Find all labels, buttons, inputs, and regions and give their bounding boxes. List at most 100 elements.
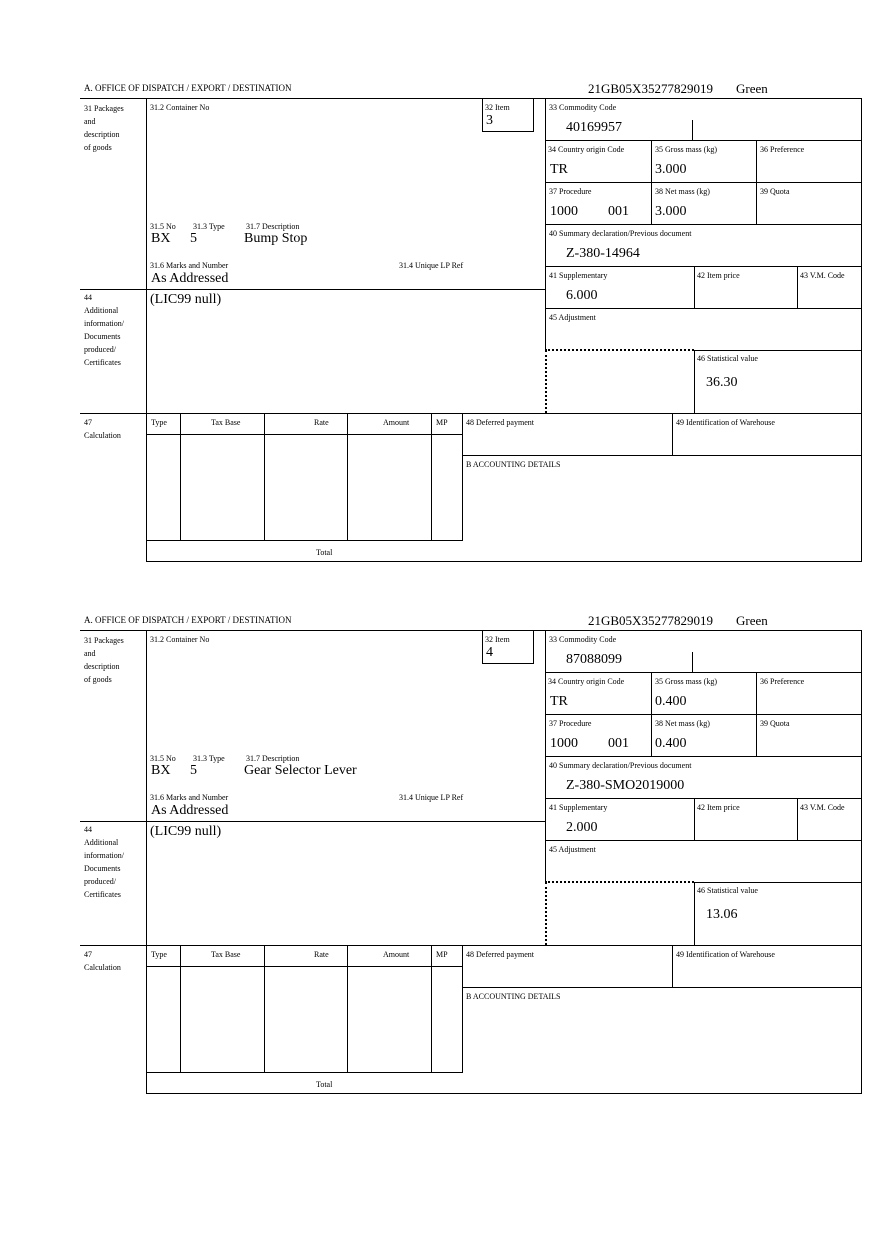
accounting-details-label: B ACCOUNTING DETAILS [466,992,561,1001]
rule-line [545,140,862,141]
net-mass: 3.000 [655,204,687,219]
net-mass-label: 38 Net mass (kg) [655,719,710,728]
package-type: 5 [190,231,197,246]
rule-line [672,413,673,456]
additional-label: 44 [84,293,92,302]
supplementary-units: 6.000 [566,288,598,303]
adjustment-label: 45 Adjustment [549,313,596,322]
item-label: 32 Item [485,635,510,644]
rule-line [545,840,862,841]
commodity-code: 87088099 [566,652,622,667]
procedure-additional: 001 [608,204,629,219]
item-price-label: 42 Item price [697,271,740,280]
frame-top [80,98,862,99]
gross-mass: 0.400 [655,694,687,709]
marks-label: 31.6 Marks and Number [150,261,229,270]
previous-document: Z-380-14964 [566,246,640,261]
calc-column-header: Amount [383,950,410,959]
rule-line [694,882,695,946]
gross-mass-label: 35 Gross mass (kg) [655,145,717,154]
office-heading: A. OFFICE OF DISPATCH / EXPORT / DESTINA… [84,83,292,93]
rule-line [146,966,463,967]
quota-label: 39 Quota [760,719,790,728]
additional-label: information/ [84,851,124,860]
additional-label: produced/ [84,877,116,886]
frame-bottom [146,1093,862,1094]
commodity-label: 33 Commodity Code [549,103,617,112]
rule-line [545,756,862,757]
description-label: 31.7 Description [246,754,300,763]
gross-mass-label: 35 Gross mass (kg) [655,677,717,686]
rule-line [347,945,348,1073]
packages-label: of goods [84,675,112,684]
rule-line [482,98,483,132]
item-box-bottom [482,131,534,132]
rule-line [264,945,265,1073]
marks-label: 31.6 Marks and Number [150,793,229,802]
supplementary-units: 2.000 [566,820,598,835]
calc-column-header: Type [151,418,167,427]
rule-line [694,350,695,414]
calc-label: 47 [84,418,92,427]
rule-line [347,413,348,541]
package-number: BX [151,231,171,246]
dotted-line [545,882,547,945]
packages-label: of goods [84,143,112,152]
marks-value: As Addressed [151,271,229,286]
additional-label: 44 [84,825,92,834]
calc-column-header: Rate [314,950,329,959]
country-label: 34 Country origin Code [548,145,625,154]
additional-info-value: (LIC99 null) [150,824,222,839]
rule-line [431,945,432,1073]
rule-line [651,672,652,757]
unique-ref-label: 31.4 Unique LP Ref [399,261,464,270]
frame-right [861,98,862,562]
additional-label: Additional [84,838,119,847]
rule-line [146,434,463,435]
route-colour: Green [736,613,768,628]
additional-label: Documents [84,864,121,873]
rule-line [545,182,862,183]
description-label: 31.7 Description [246,222,300,231]
goods-description: Gear Selector Lever [244,763,357,778]
additional-label: Documents [84,332,121,341]
statistical-value: 36.30 [706,375,738,390]
total-label: Total [316,1080,333,1089]
rule-line [533,98,534,132]
dotted-line [545,881,694,883]
calc-column-header: MP [436,950,448,959]
rule-line [545,714,862,715]
country-code: TR [550,694,568,709]
warehouse-label: 49 Identification of Warehouse [676,950,775,959]
item-box-bottom [482,663,534,664]
rule-line [462,987,862,988]
route-colour: Green [736,81,768,96]
previous-document: Z-380-SMO2019000 [566,778,685,793]
package-type-label: 31.3 Type [193,754,225,763]
vm-code-label: 43 V.M. Code [800,271,845,280]
section-47-top [80,413,862,414]
calc-column-header: Tax Base [211,418,241,427]
package-no-label: 31.5 No [150,754,176,763]
net-mass: 0.400 [655,736,687,751]
frame-bottom [146,561,862,562]
rule-line [180,945,181,1073]
goods-description: Bump Stop [244,231,308,246]
packages-label: and [84,649,96,658]
adjustment-label: 45 Adjustment [549,845,596,854]
packages-label: and [84,117,96,126]
procedure-additional: 001 [608,736,629,751]
item-block-1: A. OFFICE OF DISPATCH / EXPORT / DESTINA… [0,80,882,580]
net-mass-label: 38 Net mass (kg) [655,187,710,196]
rule-line [692,652,693,673]
rule-line [431,413,432,541]
rule-line [180,413,181,541]
accounting-details-label: B ACCOUNTING DETAILS [466,460,561,469]
procedure-label: 37 Procedure [549,719,592,728]
rule-line [694,266,695,309]
rule-line [533,630,534,664]
calc-label: Calculation [84,963,121,972]
declaration-reference: 21GB05X35277829019 [588,81,713,96]
packages-label: description [84,662,120,671]
